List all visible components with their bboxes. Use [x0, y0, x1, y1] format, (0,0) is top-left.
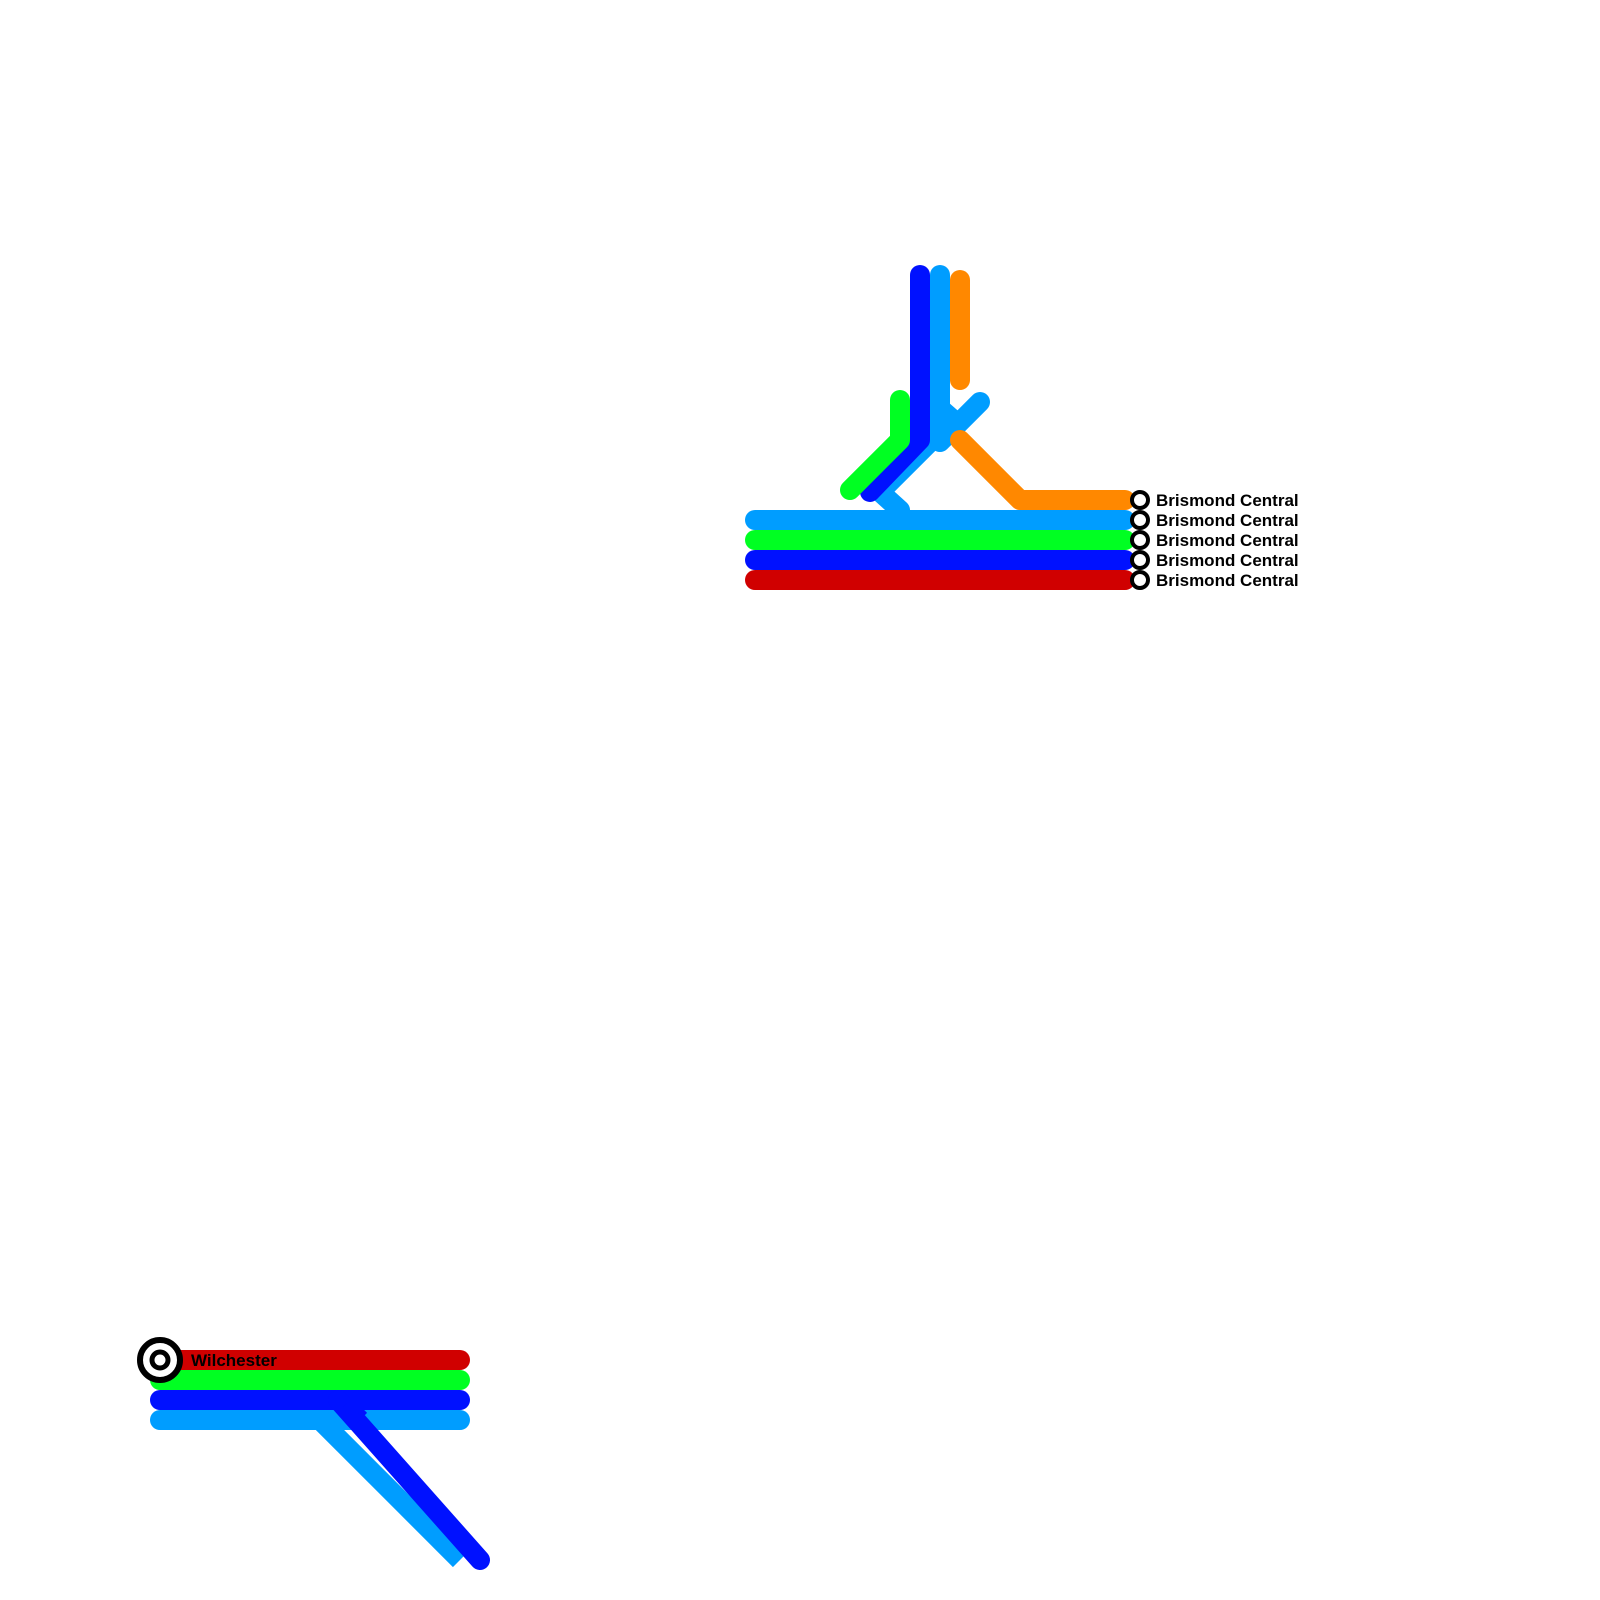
- station-label[interactable]: Brismond Central: [1156, 551, 1299, 570]
- wilchester-station: Wilchester: [137, 1337, 277, 1383]
- line-orange-branch: [950, 430, 1135, 510]
- line-lightblue-spur2: [935, 402, 965, 432]
- station-label[interactable]: Brismond Central: [1156, 511, 1299, 530]
- station-marker[interactable]: [1130, 570, 1150, 590]
- line-blue-diag: [328, 1390, 490, 1570]
- line-blue-branch: [860, 265, 930, 502]
- station-label[interactable]: Brismond Central: [1156, 491, 1299, 510]
- line-green-branch: [840, 390, 910, 500]
- station-label[interactable]: Wilchester: [191, 1351, 277, 1370]
- line-lightblue-spur: [930, 392, 990, 452]
- station-marker[interactable]: [1130, 530, 1150, 550]
- station-marker[interactable]: [1130, 510, 1150, 530]
- line-blue-diag-joint: [337, 1397, 368, 1428]
- station-marker[interactable]: [1130, 490, 1150, 510]
- station-label[interactable]: Brismond Central: [1156, 571, 1299, 590]
- line-lightblue-diag: [310, 1410, 468, 1568]
- station-label[interactable]: Brismond Central: [1156, 531, 1299, 550]
- interchange-marker-inner: [149, 1349, 171, 1371]
- brismond-stations: Brismond Central Brismond Central Brismo…: [1130, 490, 1299, 590]
- station-marker[interactable]: [1130, 550, 1150, 570]
